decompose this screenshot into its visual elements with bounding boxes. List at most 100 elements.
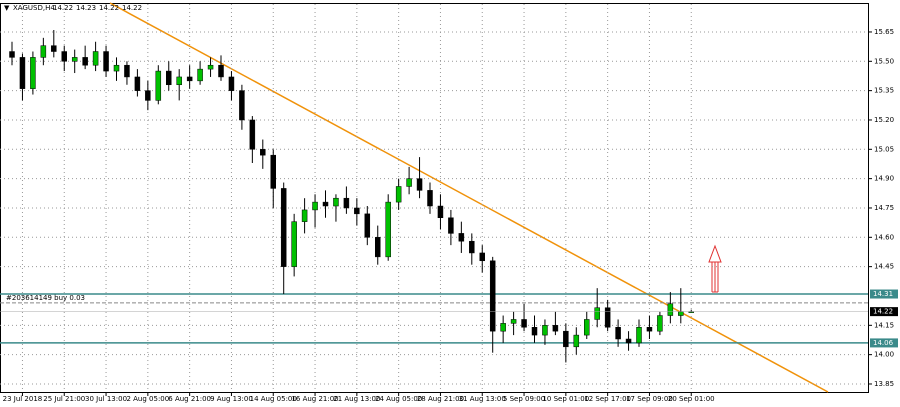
candle-body — [657, 315, 663, 332]
candle-body — [186, 76, 193, 82]
candle-body — [228, 76, 235, 91]
x-tick-label: 2 Aug 05:00 — [126, 395, 169, 403]
x-tick-label: 14 Aug 05:00 — [250, 395, 297, 403]
x-tick-label: 30 Jul 13:00 — [85, 395, 127, 403]
y-tick-label: 14.75 — [874, 204, 894, 212]
y-tick-label: 15.20 — [874, 116, 894, 124]
candle-body — [134, 76, 141, 91]
bid-label: 14.22 — [873, 308, 893, 316]
candle-body — [71, 57, 78, 62]
candle-body — [270, 154, 276, 189]
symbol-arrow: ▼ — [4, 4, 10, 12]
candle-body — [239, 90, 245, 121]
candle-body — [176, 76, 182, 86]
candle-body — [30, 57, 36, 89]
plot-frame — [0, 3, 869, 393]
candle-body — [437, 205, 444, 219]
order-label: #203614149 buy 0.03 — [6, 294, 85, 302]
candle-body — [542, 325, 548, 336]
candle-body — [573, 334, 580, 348]
candle-body — [92, 51, 99, 66]
x-tick-label: 16 Aug 21:00 — [291, 395, 338, 403]
candle-body — [625, 338, 632, 344]
candle-body — [145, 90, 151, 101]
candle-body — [218, 64, 224, 78]
candle-body — [197, 68, 203, 82]
candle-body — [103, 51, 109, 72]
x-tick-label: 23 Jul 2018 — [3, 395, 43, 403]
candle-body — [594, 307, 600, 320]
y-tick-label: 15.65 — [874, 28, 894, 36]
header-price: 14.23 — [76, 4, 96, 12]
candle-body — [155, 70, 162, 101]
candle-body — [40, 45, 47, 58]
candle-body — [291, 221, 297, 267]
level-tag — [870, 289, 898, 299]
header-price: 14.22 — [122, 4, 142, 12]
candle-body — [521, 319, 527, 328]
candle-body — [406, 178, 412, 187]
candle-body — [678, 311, 684, 316]
x-tick-label: 12 Sep 17:00 — [584, 395, 631, 403]
candle-body — [636, 327, 642, 344]
candle-body — [646, 327, 653, 332]
symbol: XAGUSD,H4 — [13, 4, 55, 12]
candle-body — [322, 201, 329, 207]
candle-body — [260, 149, 266, 156]
candle-body — [458, 233, 465, 242]
y-tick-label: 14.60 — [874, 233, 894, 241]
candle-body — [667, 303, 674, 316]
candle-body — [343, 197, 350, 209]
candle-body — [249, 119, 256, 150]
candle-body — [448, 217, 454, 234]
y-tick-label: 14.90 — [874, 175, 894, 183]
x-tick-label: 24 Aug 05:00 — [375, 395, 422, 403]
candle-body — [354, 207, 360, 215]
candle-body — [489, 260, 496, 332]
candle-body — [166, 70, 172, 86]
level-tag — [870, 338, 898, 348]
candle-body — [479, 252, 485, 262]
candle-body — [333, 197, 339, 207]
x-tick-label: 25 Jul 21:00 — [43, 395, 85, 403]
level-label: 14.31 — [873, 290, 893, 298]
x-tick-label: 28 Aug 21:00 — [417, 395, 464, 403]
candle-body — [19, 57, 26, 89]
level-label: 14.06 — [873, 339, 894, 347]
candle-body — [563, 330, 569, 348]
x-tick-label: 9 Aug 13:00 — [210, 395, 253, 403]
y-tick-label: 14.00 — [874, 351, 894, 359]
y-tick-label: 15.35 — [874, 87, 894, 95]
candle-body — [385, 201, 391, 258]
x-tick-label: 17 Sep 09:00 — [626, 395, 673, 403]
header-price: 14.22 — [99, 4, 119, 12]
x-tick-label: 20 Sep 01:00 — [668, 395, 715, 403]
candle-body — [113, 64, 120, 72]
y-tick-label: 13.85 — [874, 380, 894, 388]
candle-body — [364, 213, 371, 238]
x-tick-label: 10 Sep 01:00 — [542, 395, 589, 403]
candle-body — [552, 325, 559, 332]
candle-body — [301, 209, 308, 222]
candle-body — [9, 51, 15, 58]
trendline — [109, 2, 829, 393]
candle-body — [615, 327, 621, 340]
candle-body — [500, 323, 506, 332]
candle-body — [207, 64, 214, 70]
x-tick-label: 5 Sep 09:00 — [503, 395, 545, 403]
candle-body — [510, 319, 517, 324]
candle-body — [395, 186, 402, 203]
x-tick-label: 31 Aug 13:00 — [459, 395, 506, 403]
candle-body — [469, 240, 475, 254]
x-tick-label: 6 Aug 21:00 — [168, 395, 211, 403]
candle-body — [61, 51, 67, 62]
y-tick-label: 14.15 — [874, 321, 894, 329]
candle-body — [427, 190, 433, 207]
x-tick-label: 21 Aug 13:00 — [333, 395, 380, 403]
candle-body — [584, 319, 590, 336]
y-tick-label: 14.45 — [874, 263, 894, 271]
candle-body — [312, 201, 318, 211]
candle-body — [124, 64, 130, 78]
candle-body — [51, 45, 57, 52]
